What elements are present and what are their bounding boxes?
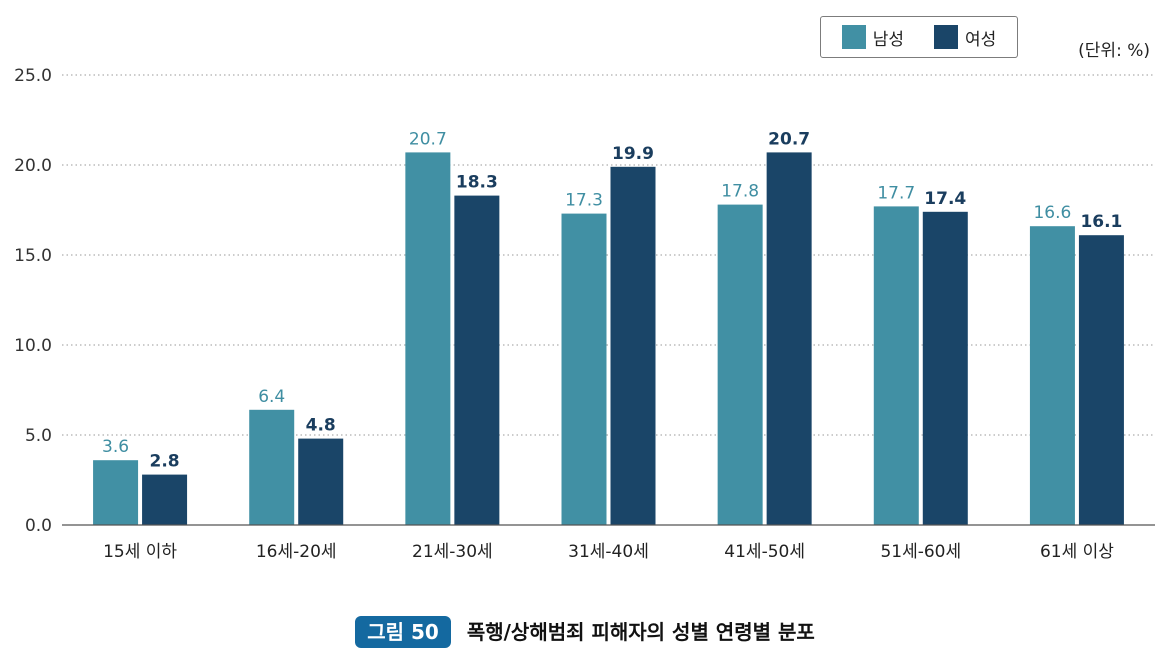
bar [142,474,188,525]
y-tick-label: 15.0 [14,246,52,266]
bar [610,166,656,526]
data-label: 3.6 [102,437,129,457]
data-label: 20.7 [768,129,810,149]
legend-swatch-female [934,25,958,49]
bar [1078,235,1124,525]
data-label: 16.6 [1033,203,1071,223]
unit-label: (단위: %) [1078,41,1150,61]
x-tick-label: 21세-30세 [412,542,493,562]
bar [249,409,295,525]
data-label: 20.7 [409,129,447,149]
data-label: 2.8 [150,452,180,472]
x-tick-label: 15세 이하 [103,542,177,562]
bars [93,152,1124,526]
legend-item-female: 여성 [934,25,996,50]
y-tick-label: 0.0 [25,516,52,536]
figure-title: 폭행/상해범죄 피해자의 성별 연령별 분포 [466,620,815,644]
x-tick-label: 61세 이상 [1040,542,1114,562]
bar [1029,226,1075,525]
legend-label-female: 여성 [965,29,997,50]
bar [873,206,919,525]
data-label: 18.3 [456,173,498,193]
x-axis: 15세 이하 16세-20세 21세-30세 31세-40세 41세-50세 51세-60… [62,524,1155,562]
y-tick-label: 5.0 [25,426,52,446]
figure-number-badge: 그림 50 [355,616,451,648]
data-label: 16.1 [1080,212,1122,232]
y-tick-label: 10.0 [14,336,52,356]
bar [766,152,812,525]
bar [717,204,763,525]
bar [454,195,500,525]
data-label: 4.8 [306,416,336,436]
data-label: 6.4 [258,387,285,407]
legend-swatch-male [841,25,866,49]
bar [561,213,607,525]
bar [298,438,344,525]
legend: 남성 여성 [820,16,1018,58]
x-tick-label: 41세-50세 [724,542,805,562]
x-tick-label: 16세-20세 [256,542,337,562]
y-axis: 0.0 5.0 10.0 15.0 20.0 25.0 [14,66,52,536]
grid-lines [62,74,1155,436]
bar [922,211,968,526]
bar [93,460,139,525]
figure-caption: 그림 50 폭행/상해범죄 피해자의 성별 연령별 분포 [0,616,1170,648]
y-tick-label: 25.0 [14,66,52,86]
legend-item-male: 남성 [841,25,904,50]
data-label: 19.9 [612,144,654,164]
legend-label-male: 남성 [872,29,904,50]
data-label: 17.7 [877,183,915,203]
data-label: 17.8 [721,182,759,202]
data-label: 17.4 [924,189,966,209]
y-tick-label: 20.0 [14,156,52,176]
data-label: 17.3 [565,191,603,211]
data-labels: 3.6 2.8 6.4 4.8 20.7 18.3 17.3 19.9 17.8 20.7 17.7… [102,129,1122,471]
x-tick-label: 31세-40세 [568,542,649,562]
bar-chart: 0.0 5.0 10.0 15.0 20.0 25.0 3.6 2.8 6.4 4.8 20.7 1… [14,66,1155,562]
bar [405,152,451,525]
x-tick-label: 51세-60세 [880,542,961,562]
